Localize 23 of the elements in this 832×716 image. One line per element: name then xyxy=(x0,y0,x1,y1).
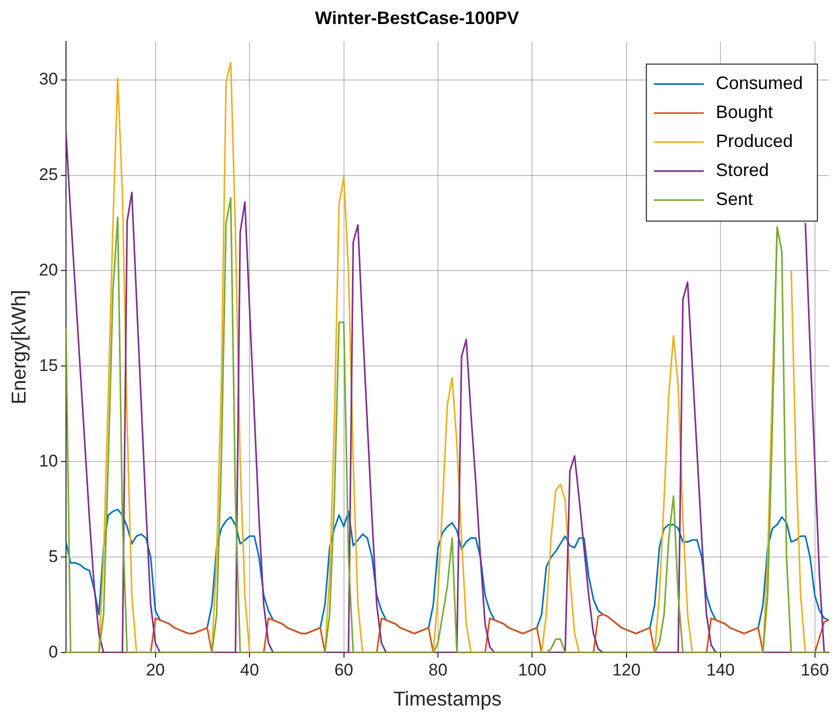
x-tick-label: 140 xyxy=(706,660,735,680)
legend-label: Sent xyxy=(716,189,753,210)
y-axis-title: Energy[kWh] xyxy=(8,290,31,404)
x-tick-label: 100 xyxy=(518,660,546,680)
legend-label: Bought xyxy=(716,102,773,122)
x-tick-label: 40 xyxy=(240,660,260,680)
x-tick-label: 120 xyxy=(612,660,641,680)
y-tick-label: 25 xyxy=(38,164,58,184)
x-tick-label: 60 xyxy=(334,660,354,680)
chart-title: Winter-BestCase-100PV xyxy=(315,8,519,28)
x-tick-label: 20 xyxy=(146,660,165,680)
y-tick-label: 10 xyxy=(38,451,58,470)
y-tick-label: 20 xyxy=(38,260,58,280)
y-tick-label: 30 xyxy=(38,69,58,88)
x-tick-label: 160 xyxy=(800,660,829,680)
y-tick-label: 15 xyxy=(38,356,58,375)
legend-label: Consumed xyxy=(716,73,803,94)
x-tick-label: 80 xyxy=(428,660,448,680)
y-tick-label: 5 xyxy=(48,546,58,566)
legend-label: Produced xyxy=(716,131,793,152)
legend-label: Stored xyxy=(716,160,769,180)
y-tick-label: 0 xyxy=(48,642,58,662)
x-axis-title: Timestamps xyxy=(393,688,502,711)
